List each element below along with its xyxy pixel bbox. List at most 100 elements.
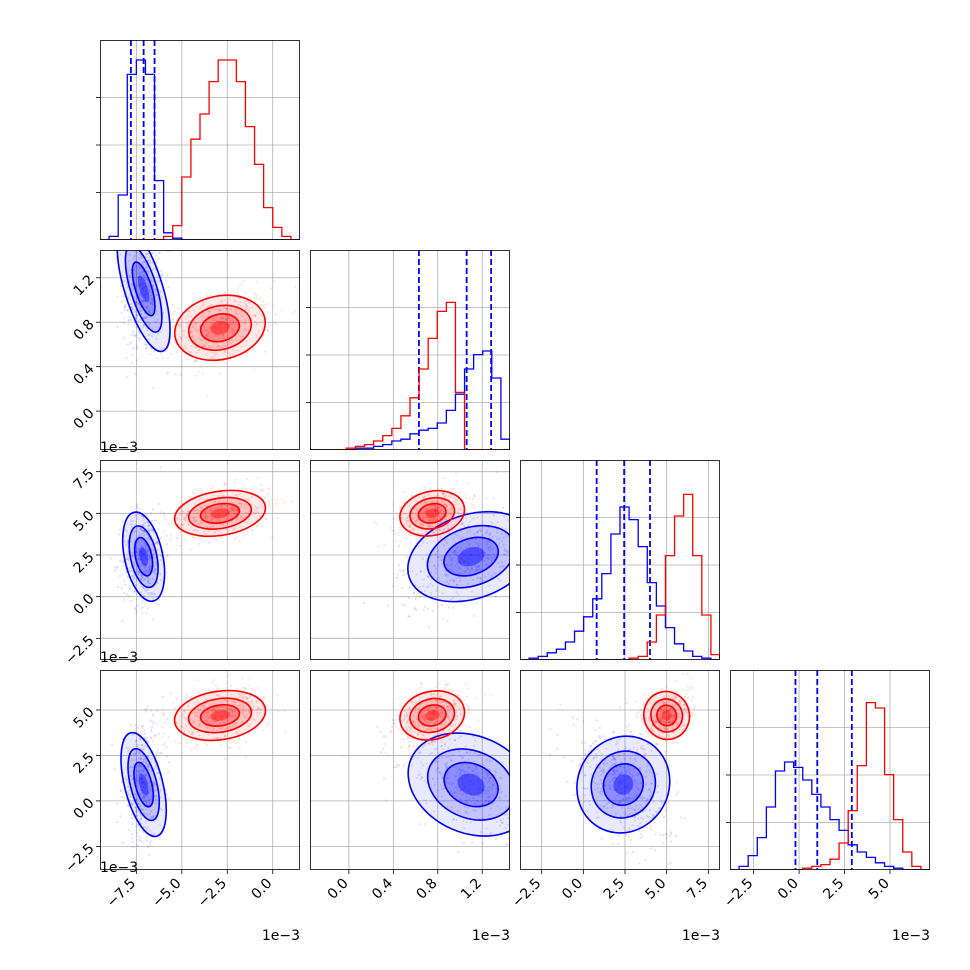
panel-3-2-pt-1-89 <box>691 712 694 715</box>
panel-3-1-pt-0-340 <box>413 755 416 758</box>
panel-3-0-pt-1-36 <box>198 725 202 728</box>
panel-2-1-pt-0-111 <box>418 585 421 588</box>
panel-2-0-pt-1-341 <box>192 516 195 520</box>
panel-3-0-pt-0-17 <box>146 790 149 793</box>
panel-3-2-pt-0-280 <box>612 730 615 734</box>
panel-1-0-pt-1-160 <box>223 291 227 295</box>
panel-3-0-pt-1-408 <box>238 693 241 696</box>
panel-1-0-pt-1-6 <box>162 347 165 350</box>
panel-2-0-pt-1-287 <box>233 481 236 484</box>
panel-1-0-pt-1-167 <box>200 329 204 332</box>
panel-3-0-pt-0-389 <box>127 793 131 796</box>
panel-3-0-pt-1-354 <box>262 729 265 732</box>
panel-2-1-pt-1-356 <box>431 514 434 517</box>
panel-2-0-pt-0-409 <box>148 554 152 558</box>
panel-2-0-pt-0-100 <box>143 577 147 581</box>
panel-1-0-pt-0-52 <box>138 272 141 275</box>
panel-3-2-pt-1-81 <box>674 696 677 700</box>
panel-3-0-pt-1-381 <box>205 714 208 718</box>
panel-3-0-pt-1-383 <box>262 705 265 709</box>
panel-1-0-pt-0-336 <box>140 284 143 287</box>
panel-3-1-pt-0-330 <box>451 782 455 785</box>
panel-1-0-pt-0-120 <box>142 286 145 290</box>
panel-2-1-pt-1-313 <box>431 512 434 515</box>
panel-2-0-pt-1-34 <box>224 509 227 512</box>
panel-3-0-pt-1-77 <box>160 736 163 739</box>
panel-2-0-pt-0-314 <box>147 529 150 533</box>
panel-3-1-pt-0-391 <box>466 770 469 773</box>
panel-3-0-pt-1-68 <box>190 748 193 751</box>
panel-1-0-pt-1-329 <box>207 335 210 338</box>
panel-2-1-pt-1-149 <box>438 510 441 513</box>
panel-1-0-pt-0-395 <box>148 300 152 303</box>
panel-3-1-pt-0-398 <box>430 740 433 744</box>
panel-3-0-pt-0-346 <box>139 836 142 839</box>
panel-3-0-pt-0-52 <box>161 808 164 812</box>
panel-3-1-pt-0-256 <box>439 772 443 776</box>
panel-3-0-pt-1-373 <box>244 755 247 758</box>
panel-2-0-pt-0-338 <box>146 607 149 610</box>
panel-3-2-pt-0-199 <box>603 738 607 741</box>
panel-3-2-pt-0-131 <box>644 748 647 751</box>
panel-2-0-pt-0-67 <box>141 564 144 567</box>
panel-1-0-pt-1-332 <box>254 314 257 317</box>
panel-3-1-pt-1-227 <box>435 693 438 696</box>
panel-2-1-pt-0-357 <box>461 536 465 539</box>
panel-2-0-pt-1-415 <box>191 536 194 539</box>
panel-2-0-pt-1-227 <box>213 516 217 519</box>
panel-2-1-pt-0-341 <box>468 521 471 524</box>
panel-3-1-pt-1-61 <box>447 716 450 719</box>
panel-3-0-pt-0-14 <box>131 837 134 840</box>
panel-1-0-pt-0-306 <box>153 242 155 244</box>
panel-3-0-pt-1-208 <box>230 710 233 713</box>
panel-3-1-pt-0-280 <box>511 810 513 812</box>
panel-3-1-pt-0-388 <box>501 821 504 824</box>
panel-2-1-pt-0-309 <box>476 569 479 572</box>
panel-3-0-pt-0-135 <box>140 783 144 786</box>
panel-2-0-pt-1-8 <box>210 517 214 521</box>
panel-2-1-pt-0-97 <box>516 560 518 562</box>
panel-1-0-pt-1-222 <box>230 308 233 311</box>
panel-2-0-pt-0-418 <box>130 599 133 603</box>
panel-2-1-pt-1-168 <box>429 525 432 528</box>
panel-2-1-pt-0-166 <box>457 555 460 558</box>
panel-1-0-pt-0-139 <box>137 276 140 279</box>
panel-3-1-pt-0-92 <box>501 761 504 764</box>
panel-3-1-pt-0-417 <box>476 799 479 802</box>
panel-3-0-pt-1-391 <box>250 700 253 704</box>
panel-3-2-pt-1-210 <box>661 711 665 714</box>
panel-2-0-pt-0-317 <box>136 554 139 557</box>
panel-2-1-pt-1-365 <box>456 499 459 502</box>
panel-3-1-pt-1-288 <box>406 720 409 724</box>
panel-2-1-pt-0-320 <box>442 617 445 620</box>
panel-3-0-pt-1-64 <box>256 714 260 717</box>
panel-3-2-pt-0-115 <box>588 799 591 803</box>
panel-3-0-pt-1-251 <box>226 710 229 713</box>
panel-3-2-pt-0-363 <box>618 772 622 775</box>
panel-2-1-pt-0-379 <box>512 548 514 550</box>
panel-1-0-pt-0-288 <box>143 317 146 320</box>
panel-2-0-pt-0-386 <box>159 536 162 539</box>
panel-2-0-pt-0-27 <box>142 552 145 555</box>
panel-2-0-pt-1-108 <box>217 530 221 533</box>
panel-3-1-pt-0-163 <box>405 735 409 738</box>
panel-1-0-pt-0-18 <box>141 287 144 290</box>
panel-3-1-pt-0-147 <box>453 739 457 742</box>
panel-3-0-pt-0-38 <box>157 772 160 775</box>
panel-2-1-pt-0-75 <box>479 530 483 533</box>
panel-3-1-pt-1-349 <box>412 715 416 718</box>
panel-1-0-pt-1-344 <box>228 297 231 300</box>
panel-2-1-pt-1-1 <box>434 513 437 516</box>
panel-3-0-pt-1-307 <box>209 710 213 713</box>
panel-3-0-pt-1-221 <box>216 705 220 708</box>
panel-2-1-pt-1-153 <box>419 511 422 514</box>
panel-3-1-pt-0-186 <box>512 843 514 845</box>
panel-2-0-pt-1-190 <box>197 522 200 525</box>
panel-3-1-pt-0-225 <box>436 747 439 750</box>
panel-3-2-pt-0-8 <box>608 780 611 783</box>
panel-1-0-pt-0-414 <box>158 251 162 255</box>
panel-1-0-pt-0-355 <box>145 305 149 308</box>
panel-3-2-pt-0-310 <box>676 790 680 794</box>
panel-2-0-pt-0-135 <box>140 551 143 554</box>
panel-2-1-pt-1-191 <box>445 503 448 506</box>
